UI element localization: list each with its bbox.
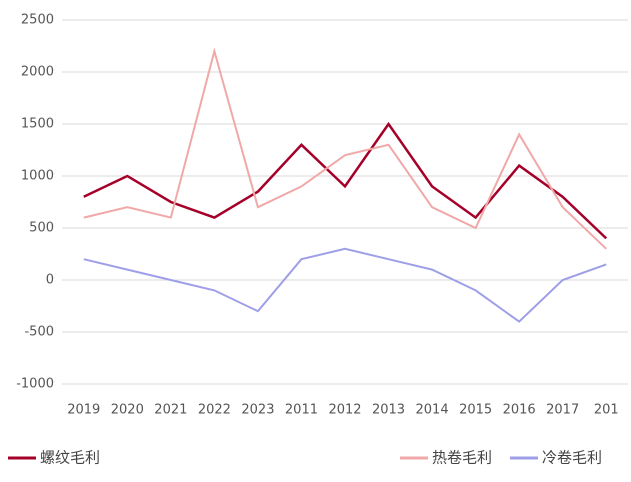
series-line — [83, 121, 608, 240]
legend-label: 冷卷毛利 — [542, 449, 602, 467]
y-tick-label: 2500 — [21, 13, 54, 28]
y-tick-label: 500 — [29, 221, 54, 236]
series-line — [83, 47, 607, 250]
y-tick-label: -1000 — [16, 377, 54, 392]
x-tick-label: 2016 — [503, 403, 536, 418]
x-tick-label: 2022 — [198, 403, 231, 418]
series-line — [83, 247, 607, 323]
legend-label: 螺纹毛利 — [40, 449, 100, 467]
y-tick-label: 0 — [46, 273, 54, 288]
y-tick-label: 2000 — [21, 65, 54, 80]
x-tick-label: 201 — [594, 403, 619, 418]
x-tick-label: 2013 — [372, 403, 405, 418]
x-tick-label: 2023 — [241, 403, 274, 418]
x-tick-label: 2020 — [111, 403, 144, 418]
y-tick-label: -500 — [24, 325, 54, 340]
x-tick-label: 2017 — [546, 403, 579, 418]
y-tick-label: 1500 — [21, 117, 54, 132]
x-tick-label: 2014 — [416, 403, 449, 418]
x-tick-label: 2021 — [154, 403, 187, 418]
y-tick-label: 1000 — [21, 169, 54, 184]
x-tick-label: 2019 — [67, 403, 100, 418]
legend-label: 热卷毛利 — [432, 449, 492, 467]
x-tick-label: 2011 — [285, 403, 318, 418]
x-tick-label: 2015 — [459, 403, 492, 418]
x-tick-label: 2012 — [328, 403, 361, 418]
